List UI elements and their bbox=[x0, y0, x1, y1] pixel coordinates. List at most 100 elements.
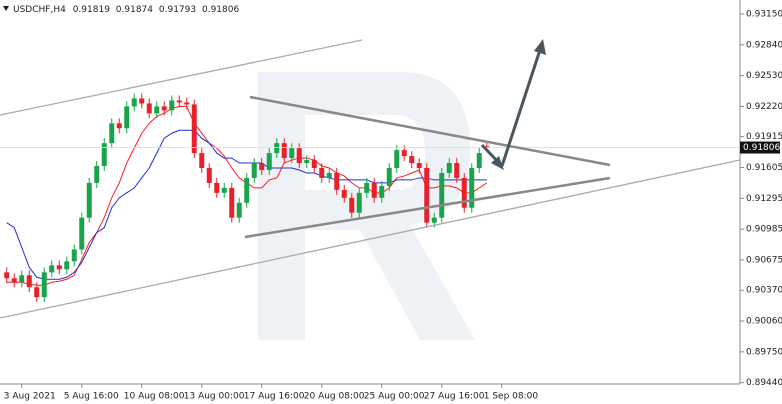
price-label: 0.91806 bbox=[743, 143, 780, 153]
candle-body bbox=[206, 168, 212, 183]
channel-line bbox=[0, 159, 741, 319]
candle-body bbox=[49, 265, 55, 273]
x-tick-label: 17 Aug 16:00 bbox=[244, 392, 305, 402]
candle-body bbox=[71, 249, 77, 262]
y-tick-label: 0.90675 bbox=[746, 255, 782, 265]
arrow-head bbox=[534, 39, 546, 55]
candle-body bbox=[41, 272, 47, 298]
x-tick-label: 3 Aug 2021 bbox=[4, 392, 56, 402]
y-tick-label: 0.91915 bbox=[746, 132, 782, 142]
triangle-line bbox=[244, 176, 611, 239]
candle-body bbox=[101, 143, 107, 167]
candle-body bbox=[116, 123, 122, 129]
menu-arrow bbox=[3, 6, 9, 11]
price-box bbox=[740, 141, 780, 154]
candle-body bbox=[176, 100, 182, 103]
candle-body bbox=[64, 261, 70, 270]
candle-body bbox=[484, 146, 490, 148]
candle-body bbox=[334, 172, 340, 190]
candle-body bbox=[259, 163, 265, 170]
candle-body bbox=[454, 163, 460, 178]
candle-body bbox=[146, 103, 152, 114]
candle-body bbox=[386, 168, 392, 186]
candle-body bbox=[139, 98, 145, 104]
candle-body bbox=[131, 98, 137, 107]
candle-body bbox=[311, 160, 317, 169]
close: 0.91806 bbox=[202, 5, 239, 15]
candle-body bbox=[394, 150, 400, 169]
candle-body bbox=[26, 275, 32, 288]
candle-body bbox=[274, 143, 280, 154]
arrow-head bbox=[491, 156, 504, 170]
y-tick-label: 0.92220 bbox=[746, 102, 782, 112]
candle-body bbox=[56, 265, 62, 270]
candle-body bbox=[416, 163, 422, 169]
candle-body bbox=[349, 197, 355, 213]
candle-body bbox=[79, 217, 85, 250]
open: 0.91819 bbox=[73, 5, 110, 15]
y-tick-label: 0.90985 bbox=[746, 225, 782, 235]
y-tick-label: 0.93150 bbox=[746, 10, 782, 20]
candle-body bbox=[214, 182, 220, 193]
candle-body bbox=[86, 182, 92, 218]
candle-body bbox=[109, 123, 115, 144]
candle-body bbox=[229, 187, 235, 218]
triangle-line bbox=[249, 95, 611, 167]
watermark bbox=[258, 72, 475, 340]
candle-body bbox=[409, 156, 415, 164]
candle-body bbox=[461, 177, 467, 208]
candle-body bbox=[94, 166, 100, 183]
y-tick-label: 0.92530 bbox=[746, 71, 782, 81]
low: 0.91793 bbox=[159, 5, 196, 15]
x-tick-label: 1 Sep 08:00 bbox=[484, 392, 539, 402]
candle-body bbox=[379, 185, 385, 198]
y-tick-label: 0.89440 bbox=[746, 378, 782, 388]
candle-body bbox=[34, 287, 40, 298]
candle-body bbox=[266, 153, 272, 170]
forecast-arrow bbox=[500, 49, 542, 167]
candle-body bbox=[304, 160, 310, 164]
candle-body bbox=[401, 150, 407, 157]
x-tick-label: 5 Aug 16:00 bbox=[64, 392, 119, 402]
candle-body bbox=[326, 172, 332, 178]
y-tick-label: 0.89750 bbox=[746, 347, 782, 357]
candle-body bbox=[169, 100, 175, 111]
header: USDCHF,H4 0.91819 0.91874 0.91793 0.9180… bbox=[13, 5, 239, 15]
candle-body bbox=[281, 143, 287, 159]
candle-body bbox=[184, 102, 190, 105]
candle-body bbox=[371, 182, 377, 198]
candle-body bbox=[341, 189, 347, 198]
candle-body bbox=[356, 192, 362, 213]
candle-body bbox=[191, 104, 197, 154]
y-tick-label: 0.91605 bbox=[746, 163, 782, 173]
x-tick-label: 13 Aug 00:00 bbox=[184, 392, 245, 402]
y-tick-label: 0.91295 bbox=[746, 194, 782, 204]
candle-body bbox=[424, 168, 430, 223]
indicator-line bbox=[6, 129, 487, 280]
channel-line bbox=[0, 39, 363, 116]
candle-body bbox=[221, 187, 227, 193]
candle-body bbox=[11, 278, 17, 283]
candle-body bbox=[251, 163, 257, 178]
candle-body bbox=[319, 168, 325, 178]
candle-body bbox=[439, 172, 445, 218]
candle-body bbox=[154, 106, 160, 114]
x-tick-label: 10 Aug 08:00 bbox=[124, 392, 185, 402]
candle-body bbox=[469, 168, 475, 208]
candle-body bbox=[364, 182, 370, 193]
y-tick-label: 0.90060 bbox=[746, 317, 782, 327]
candle-body bbox=[296, 148, 302, 164]
high: 0.91874 bbox=[116, 5, 153, 15]
y-tick-label: 0.90370 bbox=[746, 286, 782, 296]
marks bbox=[0, 93, 740, 303]
candle-body bbox=[124, 106, 130, 129]
candle-body bbox=[199, 153, 205, 169]
symbol: USDCHF,H4 bbox=[13, 5, 66, 15]
x-tick-label: 20 Aug 08:00 bbox=[304, 392, 365, 402]
x-tick-label: 27 Aug 16:00 bbox=[424, 392, 485, 402]
candle-body bbox=[476, 153, 482, 169]
candle-body bbox=[289, 148, 295, 159]
candle-body bbox=[431, 217, 437, 223]
